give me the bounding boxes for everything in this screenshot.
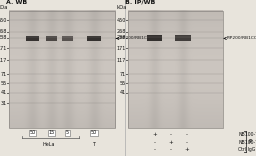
Text: 268: 268 — [116, 29, 126, 34]
Text: NB100-77279: NB100-77279 — [238, 140, 256, 145]
Text: B. IP/WB: B. IP/WB — [125, 0, 156, 5]
Bar — [9, 11, 115, 128]
Text: 171: 171 — [0, 46, 7, 51]
Bar — [26, 36, 39, 38]
Text: 238: 238 — [116, 35, 126, 40]
Bar — [46, 36, 57, 38]
Text: 238: 238 — [0, 35, 7, 40]
Text: A. WB: A. WB — [6, 0, 28, 5]
Text: NB100-77317: NB100-77317 — [238, 132, 256, 137]
Bar — [62, 36, 73, 38]
Text: 117: 117 — [116, 58, 126, 63]
Text: 5: 5 — [66, 130, 69, 135]
Bar — [87, 36, 101, 38]
Text: -: - — [154, 140, 156, 145]
Text: FIP200/RB1CC1: FIP200/RB1CC1 — [227, 36, 256, 40]
Text: 268: 268 — [0, 29, 7, 34]
Text: 171: 171 — [116, 46, 126, 51]
Text: 117: 117 — [0, 58, 7, 63]
Bar — [128, 11, 223, 128]
Text: +: + — [152, 132, 157, 137]
Text: +: + — [184, 147, 189, 152]
Text: FIP200/RB1CC1: FIP200/RB1CC1 — [119, 36, 153, 40]
Text: 71: 71 — [120, 72, 126, 77]
Text: 50: 50 — [29, 130, 36, 135]
Text: -: - — [186, 132, 188, 137]
Text: 71: 71 — [1, 72, 7, 77]
Text: HeLa: HeLa — [42, 142, 55, 147]
Bar — [175, 36, 191, 38]
Bar — [147, 36, 162, 41]
Text: kDa: kDa — [0, 5, 7, 10]
Text: 41: 41 — [120, 90, 126, 95]
Bar — [87, 36, 101, 41]
Text: 41: 41 — [1, 90, 7, 95]
Text: T: T — [92, 142, 95, 147]
Text: 31: 31 — [1, 101, 7, 106]
Text: 450: 450 — [116, 18, 126, 23]
Bar — [26, 36, 39, 41]
Text: Ctrl IgG: Ctrl IgG — [238, 147, 255, 152]
Text: -: - — [186, 140, 188, 145]
Text: IP: IP — [248, 139, 253, 144]
Text: +: + — [168, 140, 173, 145]
Text: -: - — [170, 132, 172, 137]
Text: kDa: kDa — [116, 5, 126, 10]
Bar — [147, 36, 162, 38]
Bar — [62, 36, 73, 41]
Text: 55: 55 — [1, 81, 7, 86]
Text: -: - — [154, 147, 156, 152]
Bar — [175, 36, 191, 41]
Text: 15: 15 — [48, 130, 55, 135]
Text: 450: 450 — [0, 18, 7, 23]
Text: -: - — [170, 147, 172, 152]
Text: 50: 50 — [91, 130, 97, 135]
Text: 55: 55 — [120, 81, 126, 86]
Bar — [46, 36, 57, 41]
